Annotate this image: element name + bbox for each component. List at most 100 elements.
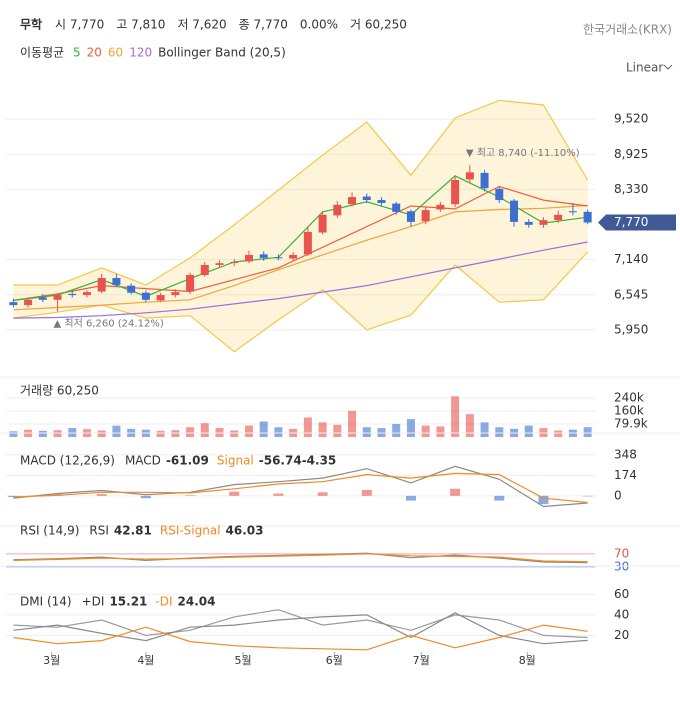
legend-name: +DI: [82, 595, 105, 609]
y-tick-label: 70: [614, 546, 629, 560]
band-fill: [13, 100, 588, 352]
candle-body: [539, 220, 548, 225]
volume-bar: [421, 425, 430, 437]
series-line: [13, 241, 588, 319]
histogram-bar: [185, 495, 196, 496]
volume-bar: [200, 423, 209, 437]
y-tick-label: 160k: [614, 403, 644, 417]
histogram-bar: [494, 495, 505, 501]
candle-body: [377, 200, 386, 204]
legend-name: Signal: [217, 454, 254, 468]
volume-bar: [495, 427, 504, 437]
legend-value: 24.04: [178, 595, 216, 609]
histogram-bar: [8, 495, 19, 498]
y-tick-label: 79.9k: [614, 416, 648, 430]
candle-body: [348, 197, 357, 205]
volume-bar: [53, 430, 62, 437]
y-tick-label: 5,950: [614, 322, 648, 336]
volume-bar: [38, 430, 47, 437]
volume-bar: [274, 427, 283, 437]
candle-body: [554, 214, 563, 221]
candle-body: [524, 221, 533, 225]
candle-body: [259, 254, 268, 258]
histogram-bar: [361, 489, 372, 496]
volume-bar: [244, 425, 253, 437]
volume-bar: [156, 430, 165, 437]
legend-value: -61.09: [166, 454, 209, 468]
legend-value: 46.03: [226, 524, 264, 538]
candle-body: [583, 211, 592, 223]
y-tick-label: 8,925: [614, 147, 648, 161]
candle-body: [406, 211, 415, 222]
y-tick-label: 6,545: [614, 287, 648, 301]
stock-name: 무학: [20, 17, 42, 32]
x-tick-label: 7월: [413, 654, 430, 667]
legend-entry: 60: [108, 46, 123, 60]
candle-body: [53, 295, 62, 300]
histogram-bar: [317, 492, 328, 496]
volume-bar: [259, 421, 268, 437]
histogram-bar: [450, 488, 461, 496]
y-tick-label: 20: [614, 628, 629, 642]
candle-body: [112, 277, 121, 286]
annotation: ▼ 최고 8,740 (-11.10%): [466, 147, 580, 159]
candle-body: [333, 204, 342, 216]
volume-bar: [230, 430, 239, 437]
volume-bar: [362, 427, 371, 437]
series-line: [13, 185, 588, 301]
candle-body: [289, 254, 298, 259]
x-tick-label: 3월: [43, 654, 60, 667]
candle-body: [465, 172, 474, 180]
legend-entry: 5: [73, 46, 81, 60]
histogram-bar: [582, 495, 593, 497]
series-line: [13, 99, 589, 286]
panel-title: MACD (12,26,9): [20, 454, 115, 468]
candle-body: [510, 200, 519, 222]
y-tick-label: 8,330: [614, 182, 648, 196]
header-stat: 0.00%: [300, 18, 338, 32]
header-stat: 저 7,620: [177, 18, 226, 32]
legend-name: MACD: [125, 454, 161, 468]
volume-bar: [406, 419, 415, 437]
volume-bar: [451, 396, 460, 437]
histogram-bar: [538, 495, 549, 505]
candle-body: [244, 254, 253, 262]
x-tick-label: 5월: [235, 654, 252, 667]
candle-body: [303, 231, 312, 255]
x-tick-label: 8월: [519, 654, 536, 667]
volume-bar: [480, 422, 489, 437]
legend-entry: 20: [87, 46, 102, 60]
series-line: [13, 472, 588, 504]
volume-bar: [318, 422, 327, 437]
y-tick-label: 7,140: [614, 252, 648, 266]
volume-bar: [392, 423, 401, 437]
y-tick-label: 40: [614, 607, 629, 621]
legend-name: -DI: [155, 595, 172, 609]
volume-bar: [436, 426, 445, 437]
candle-body: [141, 292, 150, 300]
volume-bar: [348, 410, 357, 437]
legend-entry: Bollinger Band (20,5): [158, 46, 286, 60]
candle-body: [186, 275, 195, 292]
histogram-bar: [96, 494, 107, 496]
x-tick-label: 6월: [326, 654, 343, 667]
header-stat: 고 7,810: [116, 18, 165, 32]
candle-body: [38, 297, 47, 300]
panel-title: DMI (14): [20, 595, 72, 609]
dropdown-icon[interactable]: [663, 64, 673, 70]
legend-value: -4.35: [302, 454, 337, 468]
candle-body: [127, 285, 136, 293]
volume-bar: [554, 430, 563, 437]
candle-body: [24, 299, 33, 306]
histogram-bar: [405, 495, 416, 501]
annotation: ▲ 최저 6,260 (24.12%): [54, 318, 164, 330]
volume-bar: [303, 417, 312, 437]
histogram-bar: [229, 491, 240, 496]
series-line: [13, 612, 588, 645]
candle-body: [200, 264, 209, 276]
x-tick-label: 4월: [137, 654, 154, 667]
current-price-label: 7,770: [614, 215, 648, 229]
scale-mode[interactable]: Linear: [626, 61, 663, 75]
y-tick-label: 348: [614, 447, 637, 461]
